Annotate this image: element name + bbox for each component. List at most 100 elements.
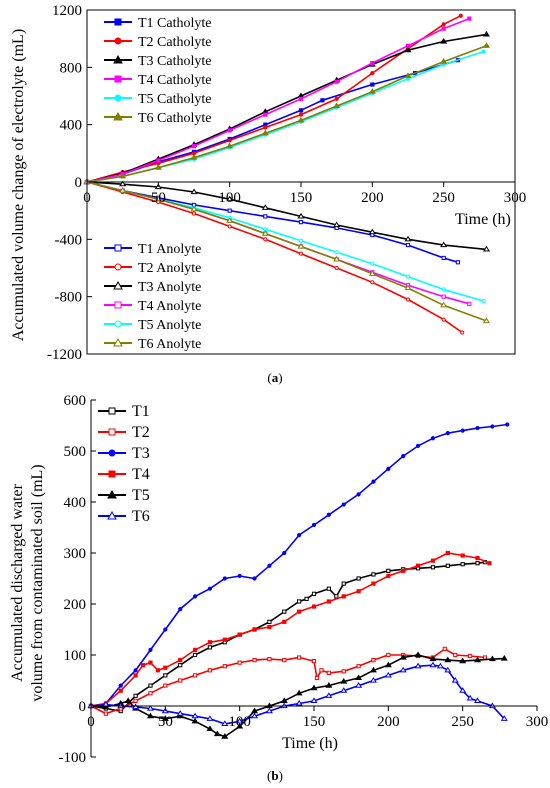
data-point-t2-anolyte (334, 265, 339, 271)
data-point-t6 (325, 692, 333, 698)
data-point-t6 (369, 676, 377, 683)
legend-label-t5: T5 (132, 487, 150, 504)
legend-label-t6: T6 (132, 508, 150, 525)
data-point-t1-anolyte (263, 214, 268, 219)
data-point-t6 (251, 712, 259, 719)
x-tick-label: 200 (361, 190, 384, 206)
data-point-t4 (148, 660, 153, 665)
legend-label-t6-catholyte: T6 Catholyte (138, 111, 212, 126)
legend-marker-t1-anolyte (114, 244, 122, 252)
data-point-t1 (267, 619, 272, 624)
legend-marker-t4 (108, 470, 116, 478)
data-point-t3 (445, 431, 450, 436)
panel-b-caption-letter: b (271, 768, 278, 783)
data-point-t3-anolyte (297, 212, 305, 219)
data-point-t6 (221, 720, 229, 726)
data-point-t5 (340, 677, 348, 684)
data-point-t3-anolyte (190, 188, 198, 195)
data-point-t5 (369, 666, 377, 673)
data-point-t4 (371, 581, 376, 586)
data-point-t4-catholyte (334, 79, 339, 84)
data-point-t3-catholyte (440, 37, 448, 44)
data-point-t2-anolyte (460, 330, 465, 335)
data-point-t4 (155, 668, 161, 673)
legend-label-t3-anolyte: T3 Anolyte (138, 280, 201, 295)
data-point-t4 (386, 573, 391, 579)
data-point-t6 (399, 666, 407, 673)
data-point-t3 (415, 443, 421, 448)
data-point-t3 (282, 550, 287, 556)
data-point-t5 (191, 717, 199, 724)
data-point-t1 (445, 563, 450, 568)
series-line-t2 (90, 647, 486, 715)
data-point-t5 (251, 707, 259, 714)
data-point-t6 (474, 697, 482, 703)
panel-a-y-ticks: -1200 -800 -400 0 400 800 1200 (47, 3, 92, 363)
data-point-t5 (161, 715, 169, 721)
data-point-t2 (222, 664, 227, 669)
data-point-t1 (430, 565, 436, 570)
data-point-t4 (252, 627, 257, 632)
data-point-t1-catholyte (298, 108, 304, 113)
data-point-t2-anolyte (191, 211, 197, 216)
data-point-t6-anolyte (119, 187, 127, 193)
data-point-t1 (460, 562, 465, 567)
data-point-t6 (466, 694, 474, 701)
data-point-t6-anolyte (154, 195, 162, 202)
data-point-t1 (386, 568, 391, 573)
data-point-t3-catholyte (404, 46, 412, 53)
x-tick-label: 150 (290, 190, 313, 206)
data-point-t4 (487, 561, 492, 566)
series-line-t1 (90, 561, 486, 712)
legend-marker-t5 (107, 489, 117, 499)
data-point-t3-anolyte (404, 235, 412, 242)
data-point-t3 (505, 422, 510, 427)
data-point-t5 (474, 656, 482, 663)
data-point-t3 (118, 683, 123, 688)
data-point-t4 (207, 640, 213, 645)
data-point-t4-catholyte (370, 60, 375, 66)
legend-marker-t2-catholyte (114, 37, 122, 45)
data-point-t5 (399, 654, 407, 660)
data-point-t4 (311, 604, 317, 609)
data-point-t3-anolyte (333, 221, 341, 228)
legend-label-t3: T3 (132, 445, 150, 462)
data-point-t2 (103, 711, 108, 716)
data-point-t4 (415, 563, 421, 568)
series-line-t3 (90, 423, 508, 707)
y-tick-label: -100 (59, 750, 87, 766)
legend-label-t4-anolyte: T4 Anolyte (138, 299, 201, 314)
series-line-t6-catholyte (86, 45, 487, 183)
data-point-t3 (192, 594, 198, 599)
legend-marker-t2 (108, 428, 116, 436)
panel-a-y-axis-title: Accumulated volume change of electrolyte… (10, 29, 27, 341)
x-tick-label: 250 (451, 714, 474, 730)
legend-marker-t6 (107, 510, 117, 520)
data-point-t2 (311, 659, 317, 664)
data-point-t4 (401, 568, 406, 573)
data-point-t4 (326, 599, 331, 604)
data-point-t2-anolyte (441, 317, 446, 322)
data-point-t5 (280, 697, 288, 703)
y-tick-label: -400 (55, 232, 83, 248)
data-point-t2 (282, 658, 287, 663)
data-point-t2-anolyte (263, 237, 268, 242)
data-point-t3 (356, 492, 361, 497)
x-tick-label: 250 (432, 190, 455, 206)
data-point-t4 (430, 558, 436, 563)
y-tick-label: -1200 (47, 347, 82, 363)
data-point-t6-catholyte (482, 42, 490, 48)
data-point-t4 (341, 594, 346, 599)
chart-panel-a: 0 50 100 150 200 250 300 -1200 -800 -400 0 400 800 1… (10, 3, 526, 385)
panel-b-caption: (b) (267, 768, 283, 783)
data-point-t3 (475, 425, 480, 431)
data-point-t4 (297, 609, 302, 614)
panel-b-y-axis-title-group: Accumulated discharged water volume from… (9, 464, 46, 701)
data-point-t6 (444, 666, 452, 673)
data-point-t2 (148, 691, 153, 696)
data-point-t2-anolyte (227, 224, 232, 229)
data-point-t3 (297, 533, 302, 538)
data-point-t1 (133, 693, 138, 698)
data-point-t3 (490, 424, 495, 429)
legend-marker-t5-anolyte (114, 320, 122, 328)
